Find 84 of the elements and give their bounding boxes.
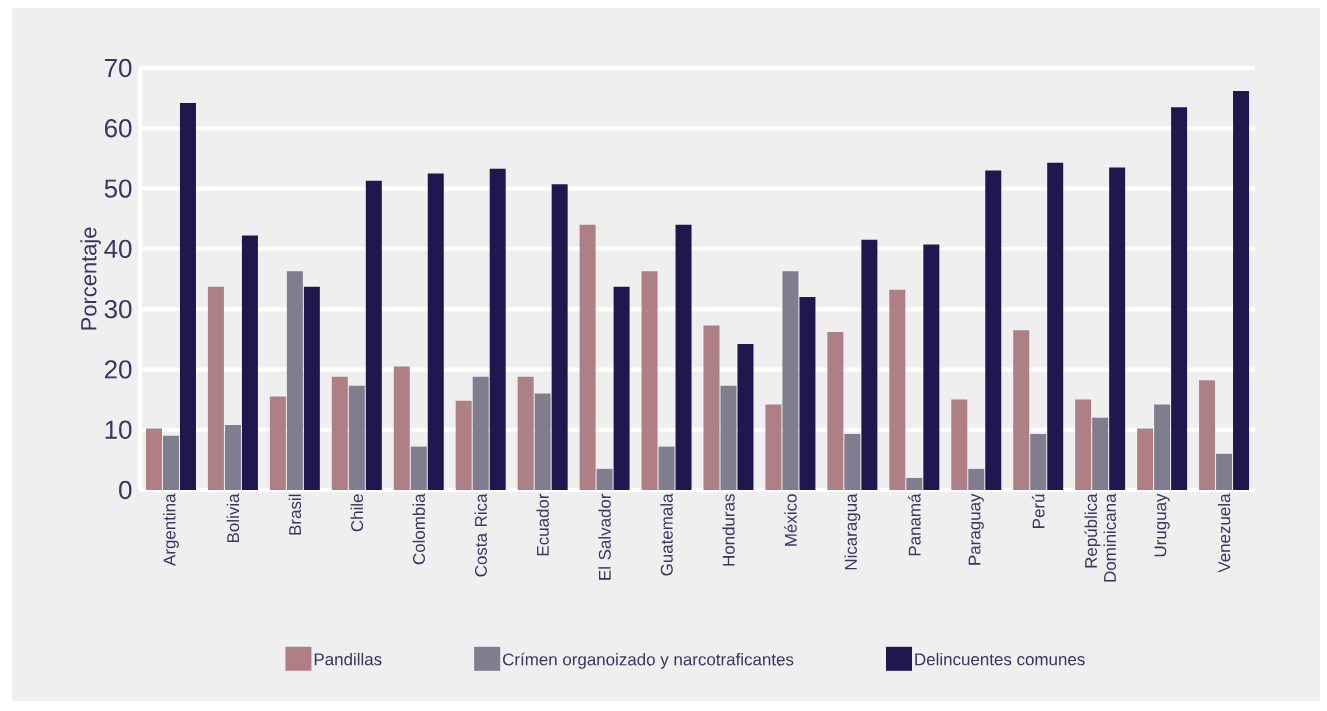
bar bbox=[1047, 162, 1064, 490]
bar bbox=[889, 289, 906, 490]
x-tick-label: Venezuela bbox=[1217, 493, 1231, 573]
x-tick-label: El Salvador bbox=[598, 493, 611, 580]
legend-label: Crímen organoizado y narcotraficantes bbox=[503, 652, 794, 669]
bar bbox=[1030, 433, 1047, 490]
bar bbox=[517, 376, 534, 490]
x-tick-label: Brasil bbox=[288, 494, 302, 535]
bar bbox=[1216, 453, 1233, 490]
bar bbox=[968, 468, 985, 490]
bar bbox=[472, 376, 489, 490]
bar bbox=[613, 286, 630, 490]
bar bbox=[145, 428, 162, 490]
y-tick-label: 70 bbox=[105, 58, 132, 78]
y-tick-label: 0 bbox=[119, 480, 132, 500]
bar bbox=[579, 224, 596, 490]
bar bbox=[348, 385, 365, 490]
bar bbox=[861, 239, 878, 490]
x-tick-label: Paraguay bbox=[968, 493, 984, 565]
bar bbox=[303, 286, 320, 490]
legend-label: Pandillas bbox=[314, 652, 382, 666]
bar bbox=[1233, 90, 1250, 490]
y-tick-label: 20 bbox=[104, 360, 132, 379]
bar bbox=[427, 173, 444, 490]
bar bbox=[1199, 380, 1216, 490]
bar bbox=[179, 102, 196, 490]
bar bbox=[269, 396, 286, 490]
x-tick-label: Panamá bbox=[908, 493, 921, 556]
bar bbox=[596, 468, 613, 490]
bar bbox=[489, 168, 506, 490]
x-tick-label: Perú bbox=[1031, 494, 1045, 528]
bar bbox=[534, 393, 551, 490]
bar bbox=[703, 325, 720, 490]
bar bbox=[1154, 404, 1171, 490]
bar bbox=[393, 366, 410, 490]
bar bbox=[207, 286, 224, 490]
bar bbox=[844, 433, 861, 490]
bar bbox=[906, 477, 923, 490]
bar bbox=[675, 224, 692, 490]
bar bbox=[1013, 330, 1030, 490]
legend-label: Delincuentes comunes bbox=[915, 652, 1085, 666]
x-tick-label: República Dominicana bbox=[1084, 493, 1116, 582]
bar bbox=[951, 399, 968, 490]
x-tick-label: Argentina bbox=[163, 493, 179, 566]
bar bbox=[455, 400, 472, 490]
bar bbox=[765, 404, 782, 490]
bar bbox=[410, 446, 427, 490]
bar bbox=[1109, 167, 1126, 490]
bar bbox=[241, 235, 258, 490]
bar bbox=[782, 271, 799, 490]
bar bbox=[224, 424, 241, 490]
x-tick-label: Chile bbox=[350, 494, 364, 532]
y-axis-title: Porcentaje bbox=[80, 227, 101, 330]
bar bbox=[1092, 417, 1109, 490]
bar bbox=[1137, 428, 1154, 490]
x-tick-label: México bbox=[784, 494, 797, 546]
y-tick-label: 10 bbox=[105, 420, 132, 439]
bar bbox=[985, 170, 1002, 490]
bar bbox=[827, 332, 844, 490]
x-tick-label: Guatemala bbox=[660, 493, 673, 576]
bar bbox=[737, 344, 754, 490]
x-tick-label: Uruguay bbox=[1154, 493, 1170, 557]
x-tick-label: Nicaragua bbox=[844, 493, 861, 570]
x-tick-label: Bolivia bbox=[226, 493, 240, 543]
y-tick-label: 60 bbox=[104, 119, 132, 138]
x-tick-label: Costa Rica bbox=[474, 493, 487, 577]
bar bbox=[923, 244, 940, 490]
y-tick-label: 50 bbox=[104, 179, 132, 198]
bar bbox=[162, 435, 179, 490]
bar bbox=[720, 385, 737, 490]
bar bbox=[658, 446, 675, 490]
x-tick-label: Honduras bbox=[722, 494, 735, 566]
x-tick-label: Colombia bbox=[412, 493, 425, 565]
y-tick-label: 30 bbox=[104, 299, 132, 319]
bar bbox=[1171, 107, 1188, 490]
bar bbox=[331, 376, 348, 490]
bar bbox=[551, 184, 568, 490]
bar bbox=[641, 271, 658, 490]
bar bbox=[1075, 399, 1092, 490]
bar bbox=[286, 271, 303, 490]
x-tick-label: Ecuador bbox=[536, 493, 549, 556]
bar bbox=[365, 180, 382, 490]
y-tick-label: 40 bbox=[104, 239, 132, 259]
bar bbox=[799, 297, 816, 490]
